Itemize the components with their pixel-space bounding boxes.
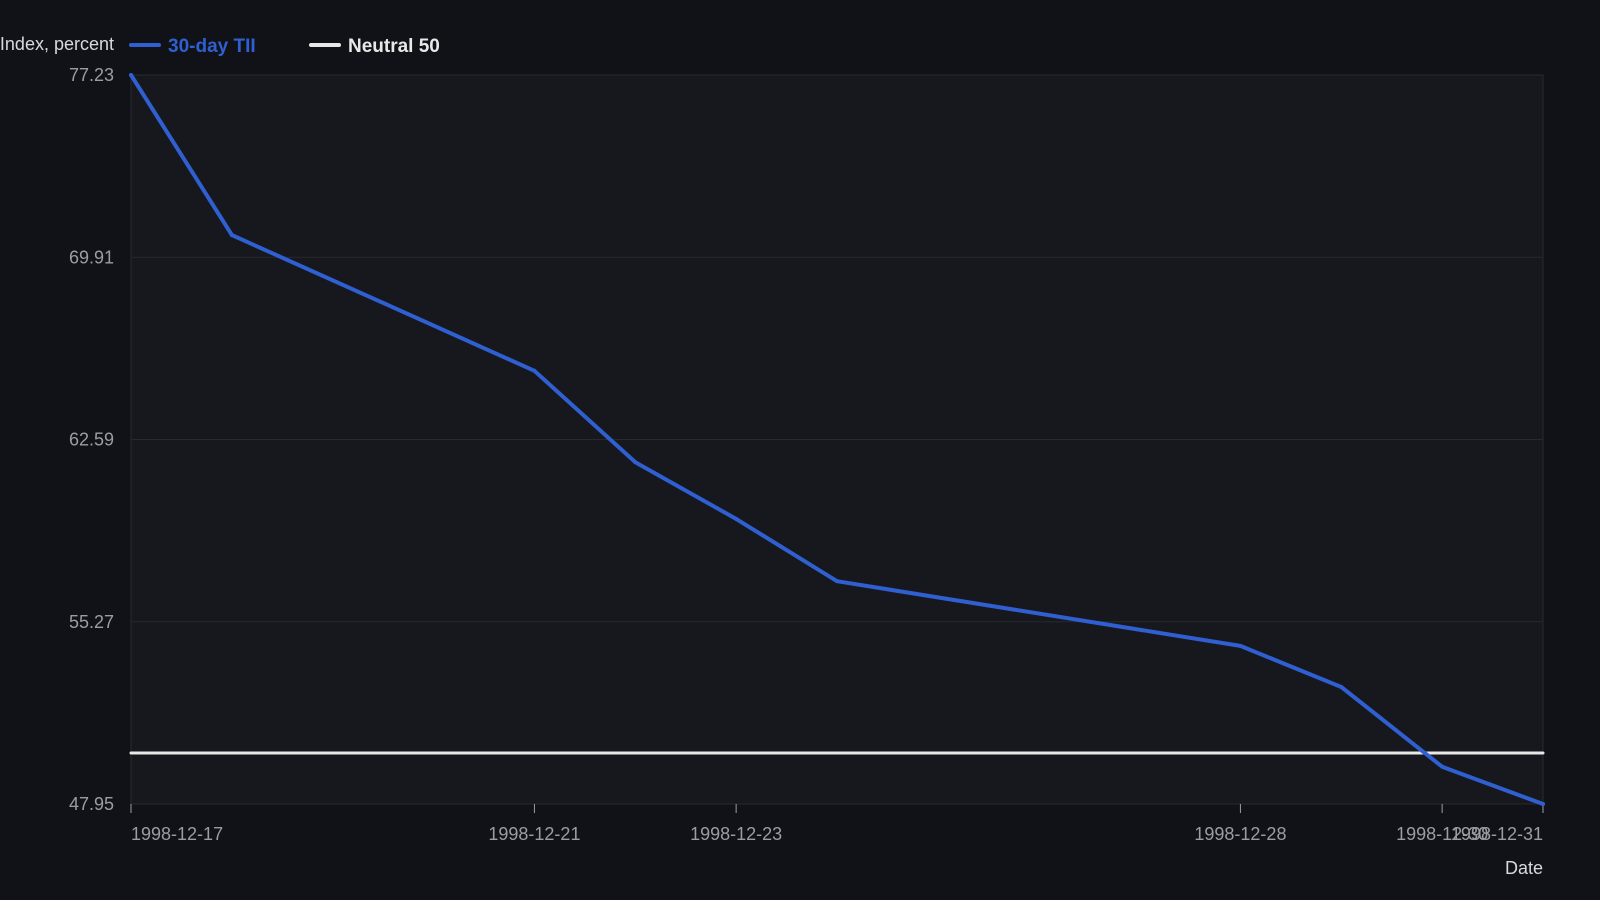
x-tick-label: 1998-12-17 — [131, 824, 223, 844]
legend-label-tii: 30-day TII — [168, 36, 256, 57]
data-point — [1339, 684, 1344, 689]
y-tick-label: 47.95 — [69, 794, 114, 814]
series-line-30-day-tii — [129, 73, 1545, 806]
data-point — [1238, 643, 1243, 648]
x-tick-label: 1998-12-30 — [1396, 824, 1488, 844]
y-tick-label: 62.59 — [69, 430, 114, 450]
data-point — [1541, 802, 1545, 806]
y-tick-label: 69.91 — [69, 247, 114, 267]
data-point — [229, 233, 234, 238]
x-axis-title: Date — [1505, 858, 1543, 878]
y-axis-title: Index, percent — [0, 34, 114, 54]
y-tick-label: 77.23 — [69, 65, 114, 85]
x-tick-label: 1998-12-28 — [1194, 824, 1286, 844]
legend-label-neutral: Neutral 50 — [348, 36, 440, 57]
data-point — [532, 368, 537, 373]
data-point — [129, 73, 133, 77]
x-tick-label: 1998-12-21 — [488, 824, 580, 844]
x-tick-label: 1998-12-31 — [1451, 824, 1543, 844]
data-point — [835, 579, 839, 584]
gridlines — [131, 74, 1543, 805]
x-tick-label: 1998-12-23 — [690, 824, 782, 844]
legend: 30-day TII Neutral 50 — [129, 36, 440, 57]
x-axis-ticks: 1998-12-17 1998-12-21 1998-12-23 1998-12-28… — [130, 804, 1544, 844]
y-tick-label: 55.27 — [69, 612, 114, 632]
data-point — [1440, 764, 1445, 769]
series-lines — [129, 73, 1545, 806]
data-point — [734, 516, 739, 521]
y-axis-ticks: 47.95 55.27 62.59 69.91 77.23 — [69, 65, 114, 814]
data-point — [633, 460, 638, 465]
